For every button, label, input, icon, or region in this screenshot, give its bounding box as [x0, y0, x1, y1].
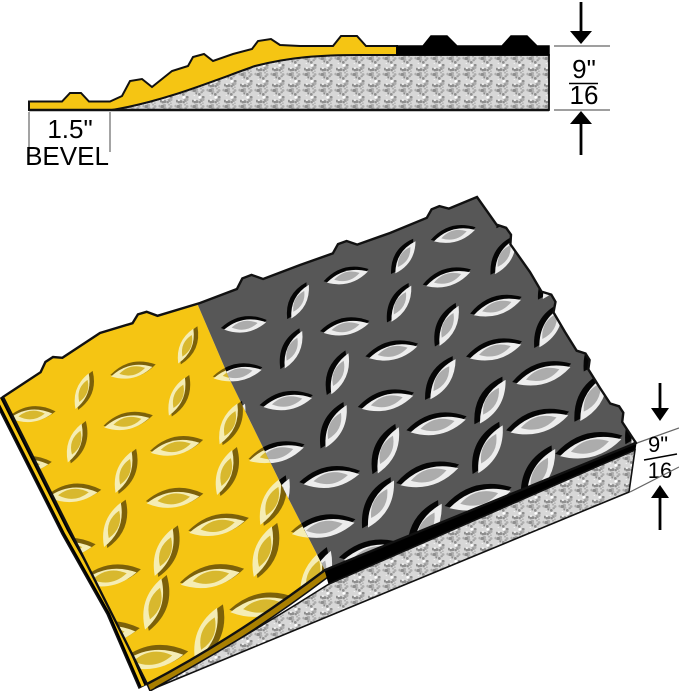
tread-leaf	[323, 266, 369, 285]
tread-leaf	[215, 446, 240, 497]
tread-leaf	[434, 302, 459, 347]
tread-leaf	[9, 406, 56, 423]
bevel-width-label: BEVEL	[25, 141, 109, 171]
tread-leaf	[569, 286, 630, 322]
tread-leaf	[47, 483, 102, 503]
tread-leaf	[472, 421, 503, 475]
thickness-fraction-denominator: 16	[570, 80, 599, 110]
tread-leaf	[386, 282, 412, 323]
tread-leaf	[430, 225, 476, 243]
tread-leaf	[425, 356, 456, 400]
tread-leaf	[365, 340, 419, 361]
down-arrow-icon	[651, 383, 669, 421]
bevel-width-dimension: 1.5" BEVEL	[25, 112, 111, 171]
thickness-fraction-denominator: 16	[648, 458, 672, 483]
tread-leaf	[422, 267, 471, 288]
tread-leaf	[361, 477, 394, 529]
thickness-fraction-numerator: 9"	[572, 54, 596, 84]
up-arrow-icon	[570, 111, 592, 155]
tread-leaf	[319, 401, 347, 449]
tread-leaf	[396, 461, 460, 488]
tread-leaf	[4, 492, 26, 540]
tread-leaf	[371, 423, 400, 475]
tread-leaf	[153, 525, 180, 578]
tread-leaf	[357, 389, 415, 412]
tread-leaf	[179, 564, 245, 589]
tread-leaf	[2, 491, 31, 542]
tread-leaf	[79, 653, 122, 691]
cross-section-view: 9" 16 1.5" BEVEL	[25, 2, 610, 171]
tread-leaf	[103, 411, 153, 430]
bevel-width-value: 1.5"	[47, 114, 92, 144]
dimension-extension-line	[636, 427, 679, 444]
mat-foam-side	[154, 448, 636, 689]
tread-leaf	[45, 577, 72, 630]
tread-leaf	[259, 475, 287, 526]
tread-leaf	[110, 361, 156, 379]
tread-leaf	[74, 370, 94, 410]
tread-leaf	[466, 338, 522, 361]
tread-leaf	[220, 316, 267, 333]
tread-leaf	[286, 282, 309, 320]
tread-leaf	[299, 465, 361, 488]
tread-leaf	[177, 326, 199, 365]
tread-leaf	[279, 328, 303, 370]
mat-left-side-yellow-stripe	[0, 398, 145, 687]
tread-leaf	[614, 359, 636, 387]
tread-leaf	[114, 448, 138, 494]
tread-leaf	[320, 317, 370, 336]
mat-surface-outline	[1, 195, 638, 686]
dimension-extension-line	[629, 466, 679, 493]
tread-leaf	[66, 420, 88, 464]
tread-leaf	[168, 375, 191, 417]
tread-leaf	[474, 376, 506, 425]
tread-leaf	[143, 574, 170, 631]
tread-leaf	[41, 574, 80, 632]
tread-leaf	[528, 217, 581, 248]
tread-leaf	[572, 292, 628, 317]
tread-leaf	[611, 352, 679, 393]
tread-leaf	[83, 656, 112, 684]
thickness-fraction-numerator: 9"	[648, 432, 668, 457]
tread-leaf	[145, 487, 204, 508]
tread-leaf	[555, 432, 623, 459]
tread-leaf	[530, 222, 579, 244]
tread-leaf	[259, 390, 313, 411]
tread-leaf	[490, 236, 517, 275]
tread-leaf	[188, 513, 249, 536]
tread-leaf	[470, 294, 522, 317]
cross-section-thickness-dimension: 9" 16	[554, 2, 610, 155]
tread-leaf	[506, 408, 570, 435]
tread-leaf	[444, 483, 512, 511]
tread-leaf	[194, 604, 225, 662]
tread-leaf	[103, 499, 128, 549]
up-arrow-icon	[651, 485, 669, 530]
tread-leaf	[512, 361, 572, 386]
perspective-view: 9" 16	[0, 195, 679, 691]
down-arrow-icon	[570, 2, 592, 44]
tread-leaf	[325, 350, 350, 396]
tread-leaf	[150, 436, 204, 456]
tread-leaf	[252, 522, 280, 579]
cross-section-yellow-bevel	[28, 35, 398, 111]
tread-leaf	[219, 400, 243, 446]
tread-leaf	[391, 238, 416, 275]
cross-section-black-surface	[396, 35, 550, 56]
perspective-thickness-dimension: 9" 16	[629, 383, 679, 530]
tread-leaf	[406, 412, 467, 436]
tread-leaf	[290, 514, 356, 538]
tread-leaf	[119, 644, 189, 670]
fraction-bar	[643, 453, 678, 461]
